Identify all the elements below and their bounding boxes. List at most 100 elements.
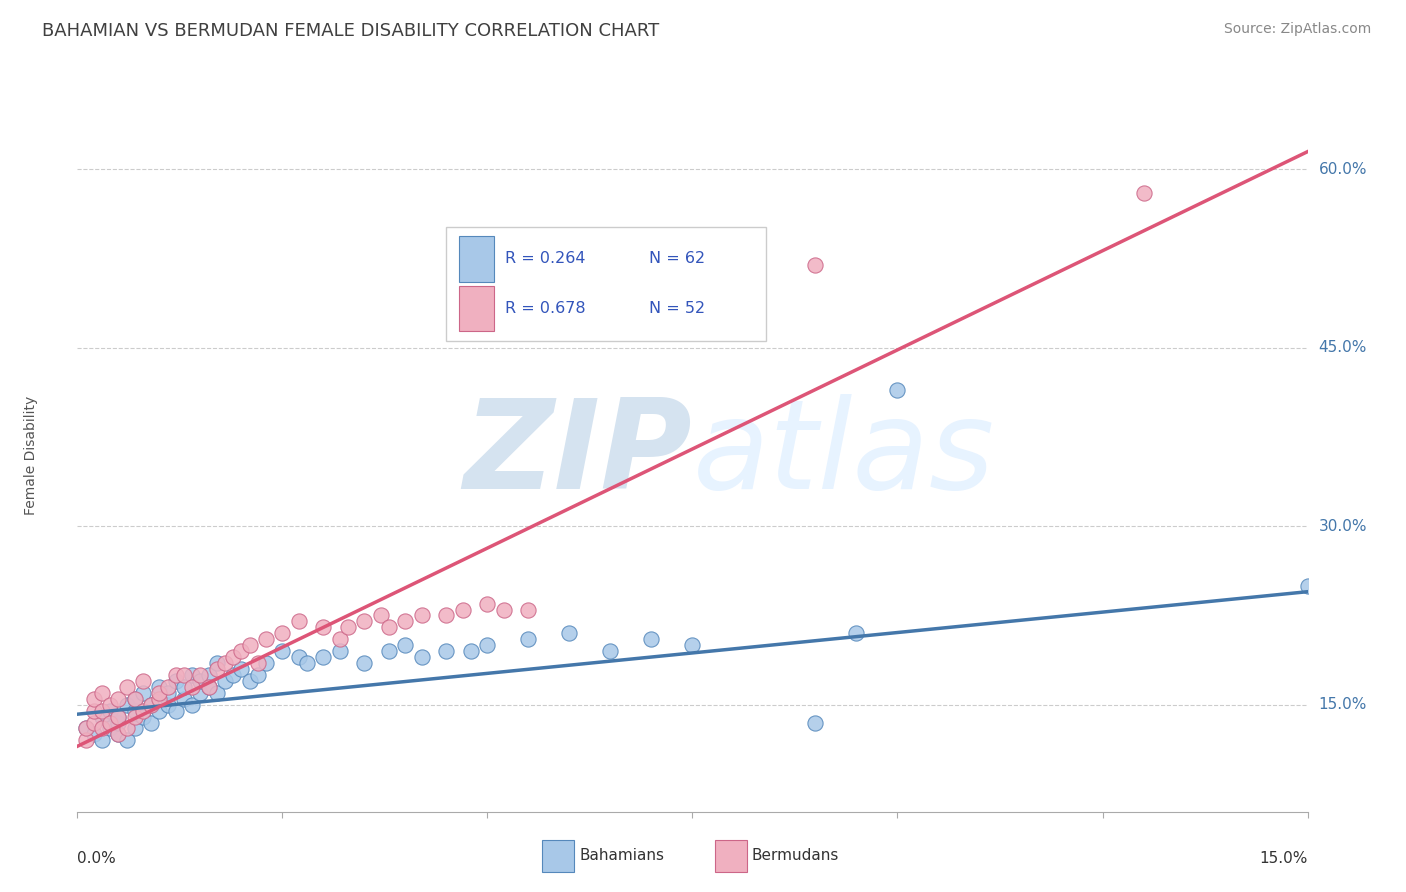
- Point: [239, 638, 262, 652]
- Point: [558, 626, 581, 640]
- Point: [132, 673, 155, 688]
- Point: [124, 709, 146, 723]
- Point: [90, 704, 114, 718]
- Point: [124, 691, 146, 706]
- Point: [188, 686, 212, 700]
- Text: Bahamians: Bahamians: [579, 848, 664, 863]
- Point: [492, 602, 515, 616]
- Point: [107, 715, 129, 730]
- Point: [411, 608, 433, 623]
- Point: [90, 733, 114, 747]
- Point: [165, 668, 187, 682]
- Point: [205, 686, 228, 700]
- Point: [83, 727, 105, 741]
- Point: [83, 704, 105, 718]
- Point: [141, 715, 163, 730]
- Point: [205, 656, 228, 670]
- Text: Source: ZipAtlas.com: Source: ZipAtlas.com: [1223, 22, 1371, 37]
- Point: [231, 644, 253, 658]
- Point: [295, 656, 318, 670]
- Point: [337, 620, 360, 634]
- Point: [173, 691, 195, 706]
- Text: 60.0%: 60.0%: [1319, 162, 1367, 177]
- Text: 15.0%: 15.0%: [1260, 851, 1308, 866]
- FancyBboxPatch shape: [447, 227, 766, 341]
- Point: [156, 698, 179, 712]
- Point: [411, 650, 433, 665]
- Point: [107, 709, 129, 723]
- Point: [288, 650, 311, 665]
- Point: [288, 615, 311, 629]
- Text: 0.0%: 0.0%: [77, 851, 117, 866]
- Text: atlas: atlas: [693, 394, 994, 516]
- Point: [124, 691, 146, 706]
- Text: Female Disability: Female Disability: [24, 395, 38, 515]
- Point: [239, 673, 262, 688]
- Point: [640, 632, 662, 647]
- Point: [271, 644, 294, 658]
- Point: [197, 680, 219, 694]
- Point: [222, 668, 245, 682]
- Point: [165, 673, 187, 688]
- Point: [83, 691, 105, 706]
- Point: [599, 644, 621, 658]
- Point: [115, 680, 138, 694]
- Point: [214, 656, 236, 670]
- Point: [107, 709, 129, 723]
- Text: R = 0.678: R = 0.678: [506, 301, 586, 316]
- Point: [98, 704, 121, 718]
- Point: [886, 383, 908, 397]
- Point: [173, 668, 195, 682]
- Point: [477, 597, 499, 611]
- Point: [148, 680, 170, 694]
- Point: [394, 638, 416, 652]
- Point: [254, 656, 277, 670]
- Point: [436, 608, 458, 623]
- Point: [115, 733, 138, 747]
- Point: [188, 673, 212, 688]
- Point: [148, 691, 170, 706]
- Point: [271, 626, 294, 640]
- Text: Bermudans: Bermudans: [752, 848, 839, 863]
- Point: [132, 709, 155, 723]
- Point: [370, 608, 392, 623]
- Point: [165, 704, 187, 718]
- Point: [90, 709, 114, 723]
- Point: [845, 626, 868, 640]
- FancyBboxPatch shape: [543, 840, 575, 871]
- Point: [115, 698, 138, 712]
- Point: [517, 602, 540, 616]
- Point: [378, 644, 401, 658]
- Point: [246, 668, 269, 682]
- Point: [1296, 579, 1319, 593]
- Point: [75, 722, 97, 736]
- Point: [477, 638, 499, 652]
- Point: [98, 715, 121, 730]
- Point: [181, 698, 204, 712]
- Point: [75, 733, 97, 747]
- Point: [682, 638, 704, 652]
- Point: [107, 727, 129, 741]
- Point: [451, 602, 474, 616]
- Point: [312, 620, 335, 634]
- Point: [329, 632, 352, 647]
- Point: [1132, 186, 1154, 201]
- Point: [148, 691, 170, 706]
- Point: [141, 698, 163, 712]
- Point: [436, 644, 458, 658]
- Text: R = 0.264: R = 0.264: [506, 252, 586, 266]
- Point: [107, 691, 129, 706]
- Point: [197, 680, 219, 694]
- Point: [197, 668, 219, 682]
- Point: [156, 686, 179, 700]
- Point: [231, 662, 253, 676]
- Point: [115, 722, 138, 736]
- FancyBboxPatch shape: [458, 235, 495, 282]
- Text: ZIP: ZIP: [464, 394, 693, 516]
- Point: [394, 615, 416, 629]
- Point: [132, 704, 155, 718]
- Point: [181, 680, 204, 694]
- Text: 30.0%: 30.0%: [1319, 519, 1367, 533]
- FancyBboxPatch shape: [458, 285, 495, 332]
- Point: [378, 620, 401, 634]
